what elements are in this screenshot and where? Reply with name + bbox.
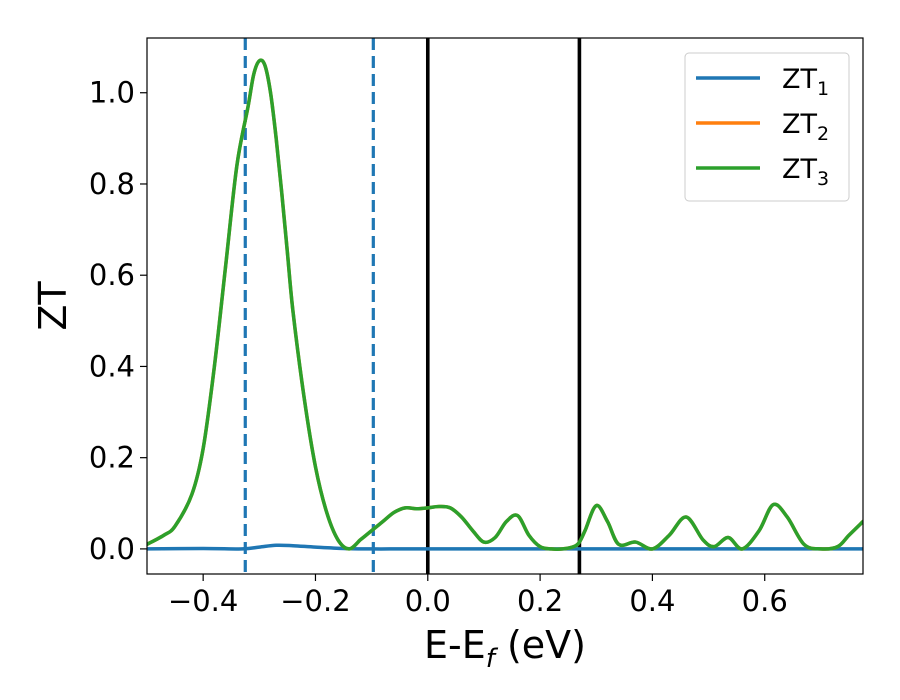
x-axis-label: E-Ef (eV)	[424, 623, 586, 674]
y-tick-label: 0.2	[89, 441, 135, 475]
y-axis: 0.0 0.2 0.4 0.6 0.8 1.0	[89, 76, 147, 566]
x-tick-label: −0.4	[168, 584, 238, 618]
legend-label-main: ZT	[782, 64, 817, 95]
y-axis-label: ZT	[31, 281, 75, 331]
x-axis-label-main: E-E	[424, 623, 486, 667]
x-tick-label: 0.0	[405, 584, 451, 618]
legend-label-subscript: 1	[817, 78, 829, 100]
legend-label-main: ZT	[782, 154, 817, 185]
legend-label-main: ZT	[782, 109, 817, 140]
y-tick-label: 1.0	[89, 76, 135, 110]
x-tick-label: −0.2	[280, 584, 350, 618]
y-tick-label: 0.0	[89, 532, 135, 566]
x-tick-label: 0.6	[742, 584, 788, 618]
legend-label-zt2: ZT2	[782, 109, 829, 145]
y-tick-label: 0.8	[89, 167, 135, 201]
legend-label-subscript: 2	[817, 123, 829, 145]
x-axis-label-unit: (eV)	[495, 623, 586, 667]
series-line-zt1	[147, 543, 863, 551]
legend-label-zt3: ZT3	[782, 154, 829, 190]
x-tick-label: 0.2	[517, 584, 563, 618]
reference-lines	[243, 38, 582, 574]
x-axis: −0.4 −0.2 0.0 0.2 0.4 0.6	[168, 574, 788, 618]
legend-frame	[684, 52, 850, 202]
y-tick-label: 0.6	[89, 258, 135, 292]
x-tick-label: 0.4	[629, 584, 675, 618]
y-tick-label: 0.4	[89, 349, 135, 383]
series-layer	[147, 58, 863, 551]
legend-label-subscript: 3	[817, 168, 829, 190]
plot-frame	[146, 37, 864, 575]
legend-label-zt1: ZT1	[782, 64, 829, 100]
series-line-zt3	[147, 58, 863, 551]
